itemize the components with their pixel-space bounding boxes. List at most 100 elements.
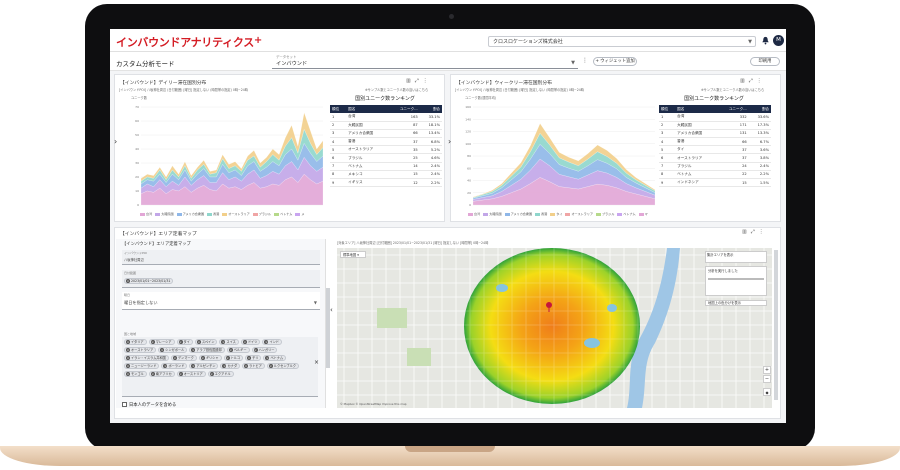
remove-chip-icon[interactable]: ×	[247, 356, 252, 360]
column-header[interactable]: 順位	[330, 105, 347, 113]
legend-item[interactable]: ブラジル	[258, 212, 272, 216]
slider-track[interactable]	[708, 278, 764, 280]
column-header[interactable]: ユニーク...	[388, 105, 420, 113]
chevron-left-icon[interactable]: ‹	[330, 306, 333, 314]
include-japanese-checkbox[interactable]	[122, 402, 127, 407]
country-chip[interactable]: × イラン・イスラム共和国	[124, 355, 169, 361]
fullscreen-icon[interactable]: ⤢	[414, 78, 423, 84]
remove-chip-icon[interactable]: ×	[242, 340, 247, 344]
fullscreen-icon[interactable]: ⤢	[748, 78, 757, 84]
legend-item[interactable]: 大韓民国	[161, 212, 174, 216]
area-display-button[interactable]: 集計エリアを表示	[705, 251, 767, 263]
country-chip[interactable]: × ハンガリー	[251, 347, 278, 353]
legend-item[interactable]: オーストラリア	[571, 212, 593, 216]
chevron-left-icon[interactable]: ›	[448, 137, 452, 146]
remove-chip-icon[interactable]: ×	[268, 364, 273, 368]
remove-chip-icon[interactable]: ×	[160, 348, 165, 352]
compass-icon[interactable]: ◆	[763, 388, 771, 396]
zoom-out-button[interactable]: −	[763, 375, 771, 383]
avatar[interactable]: M	[773, 35, 784, 46]
country-chip[interactable]: × ベルギー	[226, 347, 250, 353]
remove-chip-icon[interactable]: ×	[264, 340, 269, 344]
weekday-select[interactable]: 曜日 曜日を指定しない ▼	[122, 292, 320, 310]
country-chip[interactable]: × マレーシア	[148, 339, 175, 345]
legend-item[interactable]: 香港	[213, 212, 220, 216]
country-chip[interactable]: × ポーランド	[161, 363, 188, 369]
remove-chip-icon[interactable]: ×	[200, 356, 205, 360]
legend-item[interactable]: メ	[301, 212, 305, 216]
delete-icon[interactable]: ▥	[406, 78, 415, 84]
chevron-left-icon[interactable]: ›	[114, 137, 118, 146]
country-chip[interactable]: × ギリシャ	[198, 355, 222, 361]
print-button[interactable]: 印刷用	[750, 57, 780, 66]
area-series-daily[interactable]	[140, 174, 324, 206]
column-header[interactable]: 国名	[346, 105, 389, 113]
legend-item[interactable]: タイ	[556, 212, 563, 216]
remove-chip-icon[interactable]: ×	[150, 340, 155, 344]
more-options-icon[interactable]: ⋮	[756, 78, 766, 84]
heat-map[interactable]: 標準地図 ▾ 集計エリアを表示 分析を実行しました 地図上の色分けを表示 + −…	[337, 248, 772, 408]
more-options-icon[interactable]: ⋮	[758, 229, 768, 235]
legend-item[interactable]: 香港	[541, 212, 548, 216]
legend-item[interactable]: アメリカ合衆国	[182, 212, 205, 216]
remove-chip-icon[interactable]: ×	[221, 340, 226, 344]
remove-chip-icon[interactable]: ×	[228, 348, 233, 352]
remove-chip-icon[interactable]: ×	[126, 348, 130, 352]
poi-field[interactable]: インバウンドPOI 八坂神社周辺	[122, 250, 320, 265]
column-header[interactable]: ユニーク...	[717, 105, 749, 113]
remove-chip-icon[interactable]: ×	[191, 348, 196, 352]
remove-chip-icon[interactable]: ×	[126, 364, 130, 368]
remove-chip-icon[interactable]: ×	[126, 356, 130, 360]
area-series-weekly[interactable]	[472, 177, 656, 206]
country-chip[interactable]: × チリ	[245, 355, 262, 361]
country-chip[interactable]: × アルゼンチン	[189, 363, 219, 369]
remove-chip-icon[interactable]: ×	[196, 340, 201, 344]
remove-chip-icon[interactable]: ×	[178, 372, 183, 376]
country-chip[interactable]: × ベトナム	[263, 355, 287, 361]
delete-icon[interactable]: ▥	[740, 78, 749, 84]
remove-chip-icon[interactable]: ×	[150, 372, 155, 376]
date-chip[interactable]: × 2023/01/01~2023/01/31	[124, 278, 174, 284]
legend-item[interactable]: 台湾	[146, 212, 153, 216]
scrollbar[interactable]	[774, 250, 778, 400]
column-header[interactable]: 割合	[419, 105, 442, 113]
bell-icon[interactable]	[761, 36, 770, 45]
legend-item[interactable]: アメリカ合衆国	[510, 212, 533, 216]
company-select[interactable]: クロスロケーションズ株式会社 ▼	[488, 36, 756, 47]
remove-chip-icon[interactable]: ×	[163, 364, 168, 368]
country-chip[interactable]: × ルクセンブルク	[266, 363, 299, 369]
country-chip[interactable]: × ドイツ	[240, 339, 261, 345]
add-widget-button[interactable]: + ウィジェット追加	[593, 57, 637, 66]
map-type-select[interactable]: 標準地図 ▾	[340, 251, 366, 258]
scrollbar[interactable]	[326, 288, 330, 368]
fullscreen-icon[interactable]: ⤢	[750, 229, 759, 235]
legend-item[interactable]: ベトナム	[623, 212, 636, 216]
column-header[interactable]: 順位	[659, 105, 676, 113]
legend-item[interactable]: 大韓民国	[489, 212, 502, 216]
country-chip[interactable]: × オーストリア	[176, 371, 206, 377]
app-logo[interactable]: インバウンドアナリティクス+	[116, 35, 262, 49]
country-chip[interactable]: × カナダ	[220, 363, 241, 369]
country-chip[interactable]: × スペイン	[194, 339, 218, 345]
country-chip[interactable]: × スイス	[219, 339, 239, 345]
country-chip[interactable]: × デンマーク	[170, 355, 197, 361]
zoom-in-button[interactable]: +	[763, 366, 771, 374]
legend-item[interactable]: オーストラリア	[228, 212, 250, 216]
color-toggle[interactable]: 地図上の色分けを表示	[705, 300, 767, 306]
legend-item[interactable]: ベトナム	[280, 212, 293, 216]
remove-chip-icon[interactable]: ×	[222, 364, 227, 368]
country-chips[interactable]: × イタリア × マレーシア × タイ × スペイン × スイス × ドイツ × インド× オーストラリア ×…	[122, 337, 318, 397]
country-chip[interactable]: × イタリア	[124, 339, 147, 345]
remove-chip-icon[interactable]: ×	[178, 340, 183, 344]
remove-chip-icon[interactable]: ×	[244, 364, 249, 368]
column-header[interactable]: 割合	[748, 105, 771, 113]
country-chip[interactable]: × 南アフリカ	[148, 371, 175, 377]
country-chip[interactable]: × ラトビア	[242, 363, 265, 369]
more-options-icon[interactable]: ⋮	[422, 78, 432, 84]
dataset-select[interactable]: データセット インバウンド ▼	[272, 54, 578, 69]
clear-icon[interactable]: ×	[314, 359, 320, 366]
delete-icon[interactable]: ▥	[742, 229, 751, 235]
country-chip[interactable]: × タイ	[176, 339, 193, 345]
legend-item[interactable]: マ	[644, 212, 648, 216]
country-chip[interactable]: × インド	[262, 339, 282, 345]
